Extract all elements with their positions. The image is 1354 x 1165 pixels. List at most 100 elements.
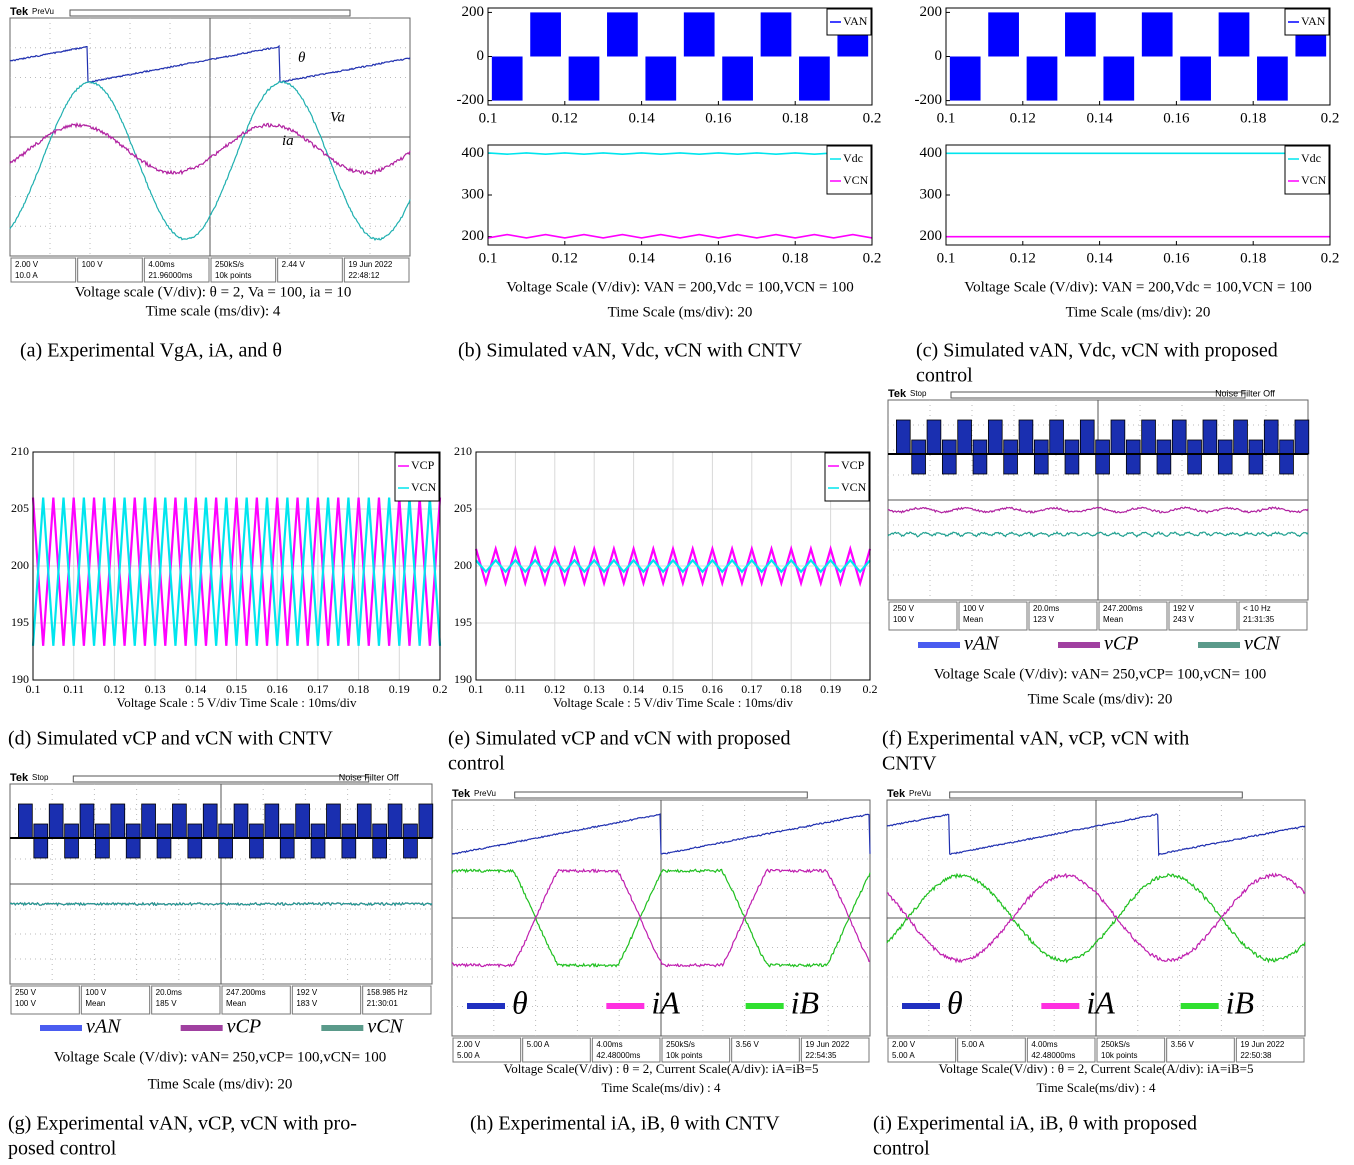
y-tick-label: 205 (11, 501, 29, 515)
x-tick-label: 0.18 (781, 682, 802, 696)
x-tick-label: 0.18 (348, 682, 369, 696)
readout-text: 5.00 A (527, 1040, 550, 1049)
scope-pwm-block (1126, 440, 1140, 474)
y-tick-label: 200 (462, 228, 485, 244)
scale-text: Voltage Scale (V/div): VAN = 200,Vdc = 1… (506, 279, 853, 295)
caption: control (448, 753, 505, 775)
scope-pwm-block (988, 420, 1002, 454)
readout-text: 2.00 V (892, 1040, 916, 1049)
readout-text: 100 V (963, 604, 985, 613)
scope-pwm-block (249, 824, 263, 858)
scope-pwm-block (942, 440, 956, 474)
scope-pwm-block (327, 804, 341, 838)
readout-text: Mean (963, 615, 983, 624)
scope-pwm-block (311, 824, 325, 858)
scope-header-bar (515, 792, 808, 798)
x-tick-label: 0.2 (863, 110, 882, 126)
scope-pwm-block (1034, 440, 1048, 474)
legend-label: iA (651, 984, 680, 1020)
pwm-block (492, 57, 523, 101)
readout-text: 42.48000ms (596, 1051, 640, 1060)
scope-pwm-block (1050, 420, 1064, 454)
scope-pwm-block (1188, 440, 1202, 474)
y-tick-label: 0 (935, 48, 943, 64)
scope-header-bar (951, 392, 1245, 398)
scope-mode: Stop (910, 389, 927, 398)
scope-pwm-block (373, 824, 387, 858)
readout-text: 250kS/s (215, 260, 244, 269)
x-tick-label: 0.14 (628, 110, 655, 126)
caption: posed control (8, 1138, 117, 1160)
scope-pwm-block (219, 824, 233, 858)
y-tick-label: 0 (477, 48, 485, 64)
readout-text: 247.200ms (1103, 604, 1143, 613)
trace-annotation: ia (282, 133, 294, 149)
scope-pwm-block (1295, 420, 1309, 454)
scope-pwm-block (927, 420, 941, 454)
legend-label: Vdc (843, 151, 863, 165)
x-tick-label: 0.17 (307, 682, 328, 696)
caption: (f) Experimental vAN, vCP, vCN with (882, 728, 1189, 750)
readout-text: 10k points (215, 271, 251, 280)
legend-label: VCP (841, 458, 865, 472)
y-tick-label: 195 (454, 615, 472, 629)
x-tick-label: 0.15 (663, 682, 684, 696)
scope-pwm-block (958, 420, 972, 454)
caption: (b) Simulated vAN, Vdc, vCN with CNTV (458, 340, 803, 362)
readout-text: 5.00 A (962, 1040, 985, 1049)
scope-pwm-block (111, 804, 125, 838)
pwm-block (761, 12, 792, 56)
scale-text: Voltage scale (V/div): θ = 2, Va = 100, … (75, 284, 352, 300)
x-tick-label: 0.12 (1010, 110, 1036, 126)
readout-text: < 10 Hz (1243, 604, 1271, 613)
readout-text: Mean (1103, 615, 1123, 624)
pwm-block (1180, 57, 1211, 101)
x-tick-label: 0.19 (820, 682, 841, 696)
legend-label: vCN (1244, 633, 1281, 655)
readout-text: 100 V (82, 260, 104, 269)
x-tick-label: 0.16 (705, 250, 732, 266)
caption: control (873, 1138, 930, 1160)
legend-swatch (606, 1003, 644, 1009)
readout-text: 2.00 V (457, 1040, 481, 1049)
scope-pwm-block (203, 804, 217, 838)
scope-pwm-block (1264, 420, 1278, 454)
readout-text: 192 V (296, 988, 318, 997)
scope-brand: Tek (452, 788, 471, 800)
scope-pwm-block (1096, 440, 1110, 474)
legend-swatch (321, 1025, 363, 1031)
scope-pwm-block (973, 440, 987, 474)
legend-swatch (1181, 1003, 1219, 1009)
legend-swatch (40, 1025, 82, 1031)
pwm-block (645, 57, 676, 101)
scope-mode: PreVu (909, 789, 931, 798)
x-tick-label: 0.18 (782, 250, 808, 266)
readout-text: 192 V (1173, 604, 1195, 613)
scope-pwm-block (34, 824, 48, 858)
x-tick-label: 0.12 (1010, 250, 1036, 266)
y-tick-label: 210 (454, 444, 472, 458)
readout-text: 20.0ms (156, 988, 182, 997)
legend-label: VAN (843, 14, 868, 28)
readout-text: 3.56 V (1171, 1040, 1195, 1049)
readout-text: 250kS/s (666, 1040, 695, 1049)
pwm-block (950, 57, 981, 101)
x-tick-label: 0.2 (1321, 250, 1340, 266)
scope-pwm-block (280, 824, 294, 858)
scope-header-bar (73, 776, 368, 782)
legend-label: iA (1086, 984, 1115, 1020)
scope-brand: Tek (10, 6, 29, 18)
scope-pwm-block (896, 420, 910, 454)
readout-text: 2.44 V (282, 260, 306, 269)
scope-pwm-block (157, 824, 171, 858)
pwm-block (530, 12, 561, 56)
readout-text: 5.00 A (892, 1051, 915, 1060)
x-tick-label: 0.1 (479, 110, 498, 126)
scope-mode: PreVu (474, 789, 496, 798)
x-axis-label: Voltage Scale : 5 V/div Time Scale : 10m… (553, 695, 794, 710)
scale-text: Time Scale (ms/div): 20 (608, 304, 753, 320)
scope-pwm-block (65, 824, 79, 858)
scope-pwm-block (18, 804, 32, 838)
scope-pwm-block (234, 804, 248, 838)
readout-text: Mean (226, 999, 246, 1008)
